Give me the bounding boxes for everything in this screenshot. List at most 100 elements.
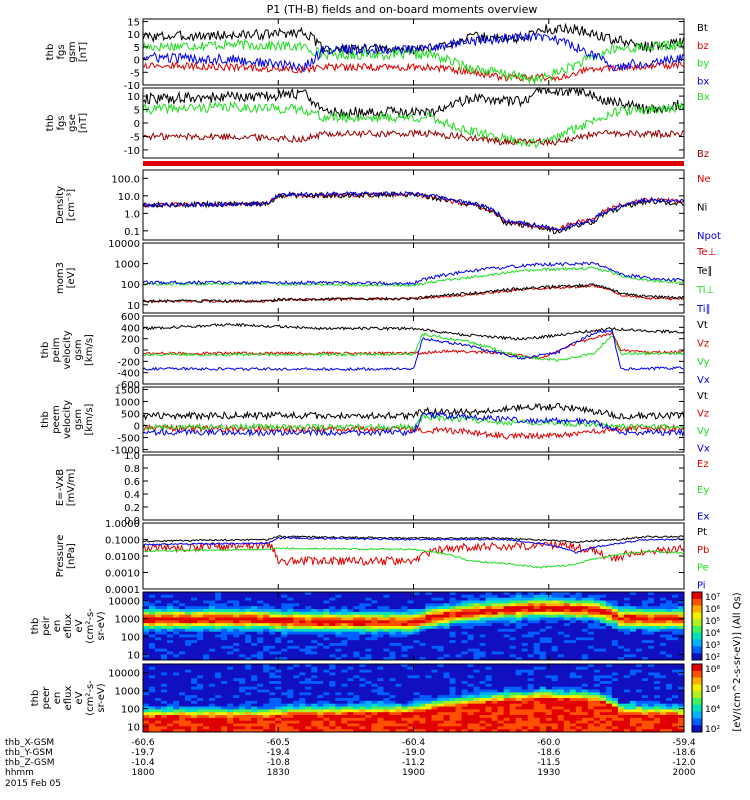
heatmap-cell bbox=[647, 648, 655, 652]
heatmap-cell bbox=[347, 703, 354, 707]
heatmap-cell bbox=[521, 666, 529, 671]
heatmap-cell bbox=[287, 592, 294, 596]
heatmap-cell bbox=[305, 611, 312, 616]
heatmap-cell bbox=[419, 651, 426, 655]
heatmap-cell bbox=[191, 620, 198, 624]
heatmap-cell bbox=[413, 723, 420, 727]
heatmap-cell bbox=[293, 594, 300, 599]
heatmap-cell bbox=[221, 706, 228, 710]
heatmap-cell bbox=[491, 617, 499, 621]
heatmap-cell bbox=[269, 672, 276, 676]
heatmap-cell bbox=[329, 600, 336, 604]
heatmap-cell bbox=[545, 700, 553, 705]
heatmap-cell bbox=[155, 597, 162, 601]
heatmap-cell bbox=[245, 597, 252, 601]
heatmap-cell bbox=[353, 698, 360, 702]
heatmap-cell bbox=[623, 703, 631, 707]
heatmap-cell bbox=[299, 645, 306, 650]
heatmap-cell bbox=[431, 594, 438, 599]
heatmap-cell bbox=[215, 712, 222, 716]
heatmap-cell bbox=[335, 648, 342, 652]
heatmap-cell bbox=[563, 597, 571, 601]
heatmap-cell bbox=[293, 698, 300, 702]
heatmap-cell bbox=[233, 600, 240, 604]
heatmap-cell bbox=[287, 723, 294, 727]
y-tick-label: 10000 bbox=[108, 669, 140, 680]
heatmap-cell bbox=[491, 717, 499, 722]
heatmap-cell bbox=[437, 623, 444, 627]
heatmap-cell bbox=[557, 626, 565, 630]
heatmap-cell bbox=[395, 672, 402, 676]
heatmap-cell bbox=[203, 628, 210, 633]
heatmap-cell bbox=[533, 695, 541, 699]
heatmap-cell bbox=[347, 626, 354, 630]
heatmap-cell bbox=[449, 692, 456, 696]
heatmap-cell bbox=[251, 594, 258, 599]
heatmap-cell bbox=[449, 703, 456, 707]
heatmap-cell bbox=[509, 723, 517, 727]
heatmap-cell bbox=[437, 683, 444, 688]
heatmap-cell bbox=[299, 637, 306, 641]
heatmap-cell bbox=[563, 645, 571, 650]
heatmap-cell bbox=[605, 634, 613, 638]
heatmap-cell bbox=[257, 698, 264, 702]
heatmap-cell bbox=[407, 620, 414, 624]
heatmap-cell bbox=[251, 640, 258, 644]
heatmap-cell bbox=[527, 614, 535, 618]
heatmap-cell bbox=[341, 597, 348, 601]
heatmap-cell bbox=[191, 654, 198, 658]
heatmap-cell bbox=[611, 620, 619, 624]
heatmap-cell bbox=[587, 729, 595, 732]
heatmap-cell bbox=[167, 692, 174, 696]
heatmap-cell bbox=[569, 729, 577, 732]
heatmap-cell bbox=[287, 617, 294, 621]
heatmap-cell bbox=[551, 675, 559, 679]
heatmap-cell bbox=[383, 723, 390, 727]
heatmap-cell bbox=[563, 626, 571, 630]
y-axis-label: peem bbox=[51, 405, 62, 433]
heatmap-cell bbox=[515, 712, 523, 716]
heatmap-cell bbox=[629, 614, 637, 618]
heatmap-cell bbox=[479, 666, 487, 671]
heatmap-cell bbox=[317, 717, 324, 722]
heatmap-cell bbox=[485, 729, 493, 732]
heatmap-cell bbox=[473, 723, 481, 727]
heatmap-cell bbox=[473, 703, 481, 707]
heatmap-cell bbox=[485, 637, 493, 641]
heatmap-cell bbox=[503, 640, 511, 644]
heatmap-cell bbox=[455, 729, 462, 732]
heatmap-cell bbox=[275, 715, 282, 719]
heatmap-cell bbox=[647, 597, 655, 601]
heatmap-cell bbox=[335, 620, 342, 624]
heatmap-cell bbox=[167, 669, 174, 673]
heatmap-cell bbox=[335, 606, 342, 610]
heatmap-cell bbox=[227, 664, 234, 668]
heatmap-cell bbox=[671, 628, 679, 633]
heatmap-cell bbox=[533, 637, 541, 641]
heatmap-cell bbox=[269, 623, 276, 627]
heatmap-cell bbox=[485, 686, 493, 690]
heatmap-cell bbox=[653, 689, 661, 693]
heatmap-cell bbox=[305, 698, 312, 702]
heatmap-cell bbox=[563, 643, 571, 647]
heatmap-cell bbox=[293, 726, 300, 730]
heatmap-cell bbox=[347, 706, 354, 710]
heatmap-cell bbox=[287, 720, 294, 724]
heatmap-cell bbox=[407, 681, 414, 685]
heatmap-cell bbox=[143, 626, 150, 630]
heatmap-cell bbox=[191, 617, 198, 621]
heatmap-cell bbox=[509, 698, 517, 702]
colorbar-swatch bbox=[692, 704, 702, 712]
heatmap-cell bbox=[395, 709, 402, 713]
heatmap-cell bbox=[479, 631, 487, 635]
heatmap-cell bbox=[251, 709, 258, 713]
heatmap-cell bbox=[509, 628, 517, 633]
heatmap-cell bbox=[647, 594, 655, 599]
heatmap-cell bbox=[215, 643, 222, 647]
heatmap-cell bbox=[467, 594, 475, 599]
heatmap-cell bbox=[293, 628, 300, 633]
heatmap-cell bbox=[377, 706, 384, 710]
heatmap-cell bbox=[575, 715, 583, 719]
